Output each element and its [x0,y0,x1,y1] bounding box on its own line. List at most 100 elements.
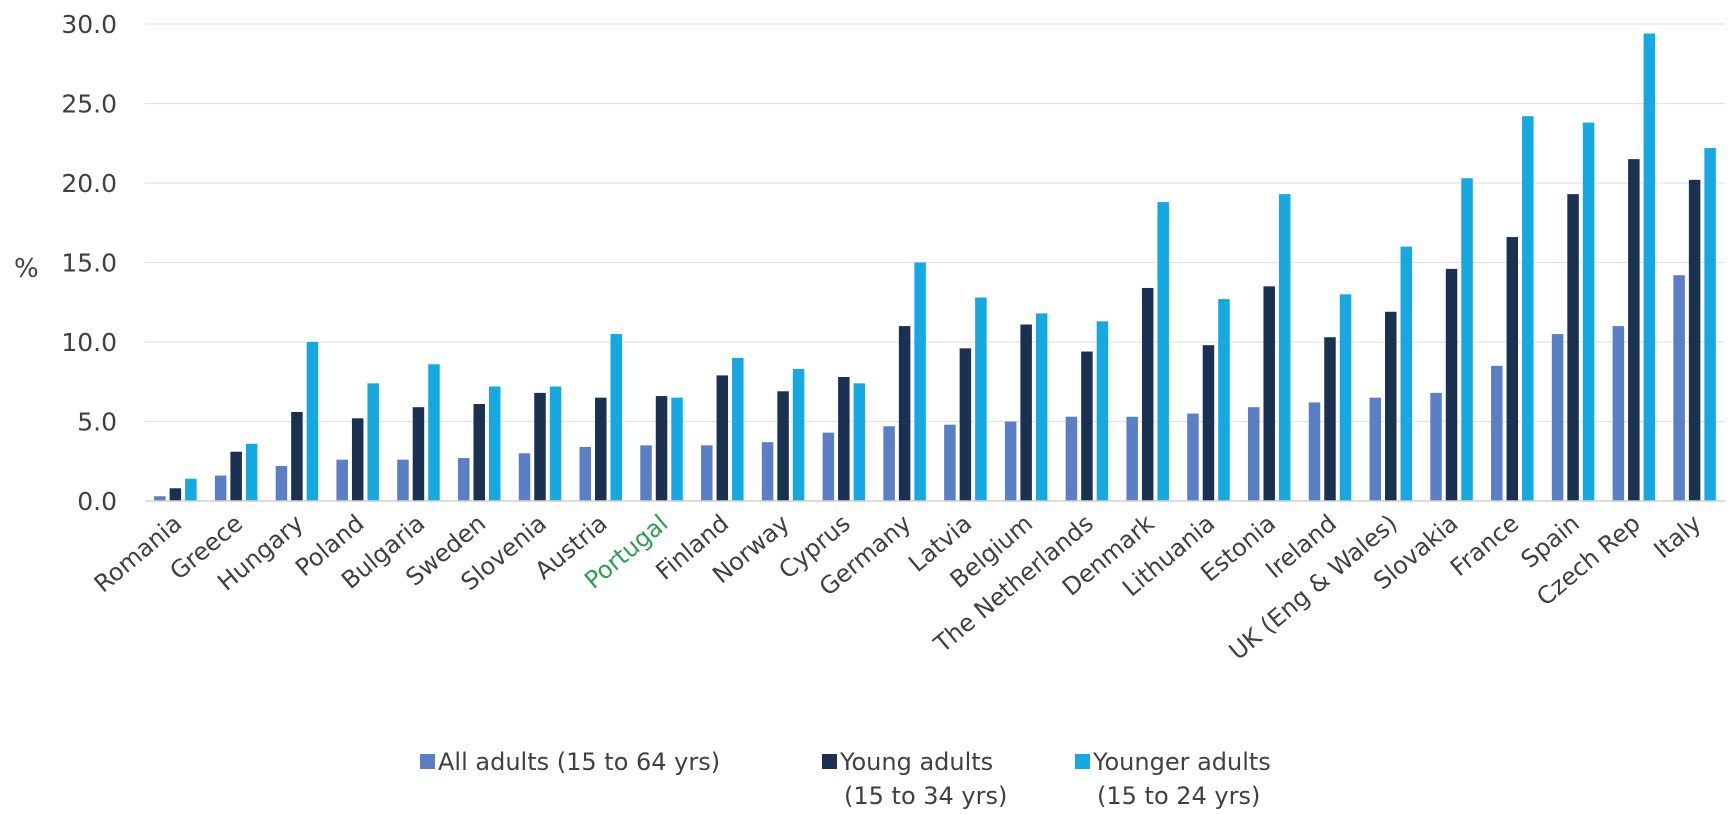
bar [1551,334,1564,501]
bar [1369,397,1382,501]
bar [185,478,197,501]
bar [640,445,652,501]
bar [518,453,531,501]
y-tick-label: 30.0 [61,10,117,39]
bar [473,404,485,501]
bar [1461,178,1473,502]
bar [1430,392,1442,501]
bar [838,376,850,501]
legend-label: Younger adults [1092,748,1271,776]
bar [1035,313,1048,501]
bar [169,488,182,501]
bar [306,342,319,501]
bar [336,459,348,501]
legend-swatch [420,754,435,769]
bar [397,459,409,501]
bar [230,451,242,501]
bars [154,33,1716,502]
bar [853,383,866,501]
bar [1263,286,1275,501]
bar [959,348,972,501]
legend-swatch [1075,754,1090,769]
bar [1506,237,1519,501]
bar [488,386,501,501]
y-tick-label: 0.0 [77,487,117,516]
bar [1612,326,1625,501]
bar [1643,33,1656,501]
y-tick-label: 20.0 [61,169,117,198]
y-tick-label: 10.0 [61,328,117,357]
bar [1126,416,1138,501]
bar [1567,194,1579,501]
legend: All adults (15 to 64 yrs) Young adults (15… [420,748,1271,810]
x-axis-ticks: RomaniaGreeceHungaryPolandBulgariaSweden… [89,509,1707,666]
bar [883,426,895,501]
y-tick-label: 15.0 [61,249,117,278]
bar [716,375,729,501]
legend-label: (15 to 24 yrs) [1097,782,1260,810]
legend-label: (15 to 34 yrs) [844,782,1007,810]
bar [579,446,592,501]
bar [898,326,911,501]
bar [701,445,713,501]
bar [1385,311,1397,501]
bar [1065,416,1078,501]
bar [610,334,623,501]
bar [245,443,258,501]
x-tick-label: France [1445,509,1524,582]
bar [1218,299,1230,501]
legend-label: Young adults [839,748,993,776]
bar [1020,324,1032,501]
y-tick-label: 25.0 [61,90,117,119]
bar [732,357,744,501]
bar [291,411,303,501]
y-axis-ticks: 0.0 5.0 10.0 15.0 20.0 25.0 30.0 [61,10,117,516]
bar [761,442,774,501]
bar [595,397,607,501]
bar [1081,351,1093,501]
bar [914,262,926,501]
y-axis-label: % [14,254,39,284]
bar [792,369,805,501]
bar [351,418,364,501]
bar [1339,294,1352,501]
bar [1278,194,1291,501]
bar [1187,413,1199,501]
legend-label: All adults (15 to 64 yrs) [438,748,720,776]
bar [1202,345,1215,501]
y-tick-label: 5.0 [77,408,117,437]
x-tick-label: Romania [89,509,187,598]
bar [214,475,227,501]
bar [1704,148,1716,501]
bar [154,496,166,501]
legend-swatch [822,754,837,769]
bar [549,386,562,501]
bar [1400,246,1413,501]
bar [1582,122,1595,501]
bar [1141,287,1154,501]
bar [1445,268,1458,501]
bar [975,297,987,501]
bar [1673,275,1685,501]
bar [457,458,470,501]
bar [275,466,288,501]
bar [1688,179,1701,501]
bar [1522,116,1534,501]
bar [671,397,683,501]
bar [412,407,425,501]
bar [428,364,440,501]
bar [655,396,668,501]
bar [1096,321,1109,501]
bar [1628,159,1640,501]
bar [777,391,789,501]
bar [1004,421,1017,501]
bar [822,432,835,501]
bar [1308,402,1321,501]
bar [1157,202,1169,501]
x-tick-label: Italy [1649,509,1707,564]
bar [367,383,379,501]
bar [1491,365,1503,501]
bar [1247,407,1260,501]
bar [944,424,956,501]
